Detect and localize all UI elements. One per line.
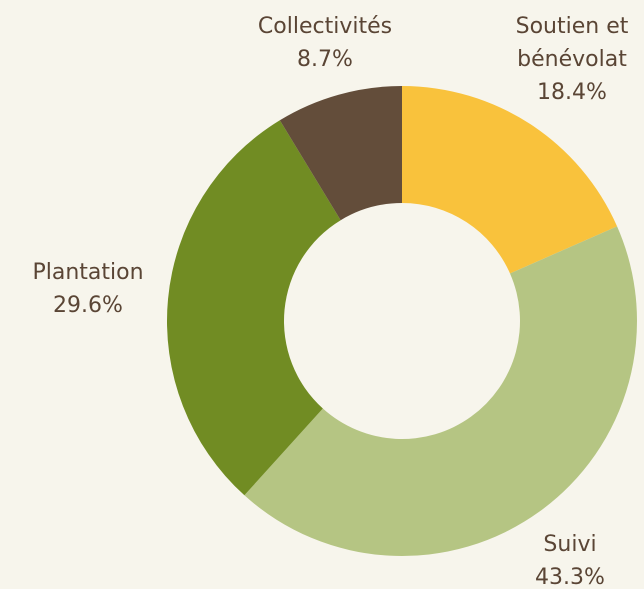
- category-label: Plantation: [32, 260, 144, 285]
- category-label: Collectivités: [257, 14, 393, 39]
- category-label: Soutien et bénévolat: [515, 14, 629, 72]
- slice-label: Plantation 29.6%: [0, 256, 178, 322]
- slice-label: Collectivités 8.7%: [235, 10, 415, 76]
- slice: [402, 86, 618, 274]
- category-label: Suivi: [543, 532, 597, 557]
- value-label: 29.6%: [53, 293, 123, 318]
- slice: [244, 226, 637, 556]
- slice-label: Soutien et bénévolat 18.4%: [497, 10, 644, 109]
- slice: [166, 120, 341, 496]
- value-label: 18.4%: [537, 80, 607, 105]
- slice: [279, 86, 402, 221]
- value-label: 8.7%: [297, 47, 353, 72]
- slice-label: Suivi 43.3%: [480, 528, 644, 589]
- value-label: 43.3%: [535, 565, 605, 589]
